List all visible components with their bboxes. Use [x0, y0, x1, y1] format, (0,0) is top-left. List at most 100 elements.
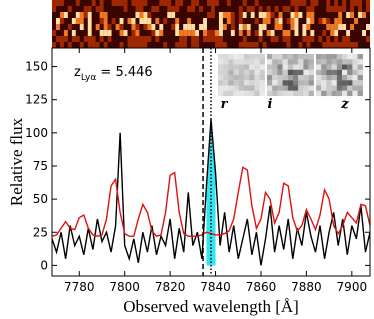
strip-pixel: [119, 12, 124, 18]
strip-pixel: [55, 42, 60, 48]
strip-pixel: [218, 30, 223, 36]
strip-pixel: [127, 18, 132, 24]
stamp-pixel: [267, 75, 273, 81]
strip-pixel: [326, 18, 331, 24]
strip-pixel: [250, 36, 255, 42]
stamp-pixel: [303, 59, 309, 65]
strip-pixel: [266, 6, 271, 12]
strip-pixel: [143, 30, 148, 36]
strip-pixel: [155, 6, 160, 12]
stamp-pixel: [223, 80, 229, 86]
strip-pixel: [338, 18, 343, 24]
strip-pixel: [314, 0, 319, 6]
strip-pixel: [131, 6, 136, 12]
strip-pixel: [211, 24, 215, 30]
stamp-pixel: [267, 64, 273, 70]
strip-pixel: [222, 30, 227, 36]
strip-pixel: [135, 36, 140, 42]
strip-pixel: [250, 6, 255, 12]
strip-pixel: [119, 42, 124, 48]
strip-pixel: [306, 42, 311, 48]
strip-pixel: [83, 42, 88, 48]
stamp-pixel: [238, 59, 245, 65]
strip-pixel: [159, 12, 164, 18]
strip-pixel: [282, 30, 287, 36]
stamp-pixel: [347, 64, 353, 70]
strip-pixel: [87, 18, 92, 24]
stamp-pixel: [357, 85, 363, 91]
strip-pixel: [254, 18, 259, 24]
stamp-pixel: [259, 85, 265, 91]
strip-pixel: [75, 6, 80, 12]
strip-pixel: [179, 24, 184, 30]
stamp-pixel: [303, 69, 309, 76]
strip-pixel: [322, 0, 327, 6]
strip-pixel: [266, 42, 271, 48]
strip-pixel: [226, 24, 231, 30]
strip-pixel: [294, 12, 299, 18]
strip-pixel: [302, 12, 307, 18]
strip-pixel: [195, 18, 200, 24]
stamp-pixel: [259, 75, 265, 81]
strip-pixel: [230, 30, 235, 36]
x-tick-label: 7820: [155, 280, 186, 294]
stamp-pixel: [244, 75, 250, 81]
strip-pixel: [294, 6, 299, 12]
stamp-pixel: [249, 90, 255, 97]
strip-pixel: [326, 24, 331, 30]
strip-pixel: [230, 18, 235, 24]
strip-pixel: [306, 12, 311, 18]
strip-pixel: [91, 24, 96, 30]
strip-pixel: [254, 36, 259, 42]
stamp-label: i: [268, 97, 273, 112]
stamp-pixel: [331, 75, 337, 81]
stamp-pixel: [342, 80, 348, 86]
strip-pixel: [115, 24, 120, 30]
strip-pixel: [115, 36, 120, 42]
stamp-pixel: [303, 54, 309, 60]
strip-pixel: [318, 12, 323, 18]
strip-pixel: [246, 24, 251, 30]
strip-pixel: [302, 6, 307, 12]
strip-pixel: [127, 0, 132, 6]
strip-pixel: [207, 36, 212, 42]
strip-pixel: [95, 30, 100, 36]
strip-pixel: [258, 36, 263, 42]
strip-pixel: [354, 18, 359, 24]
strip-pixel: [330, 42, 335, 48]
strip-pixel: [230, 12, 235, 18]
strip-pixel: [99, 36, 104, 42]
stamp-pixel: [254, 64, 260, 70]
strip-pixel: [115, 42, 120, 48]
strip-pixel: [322, 6, 327, 12]
stamp-pixel: [267, 69, 273, 76]
strip-pixel: [187, 6, 192, 12]
strip-pixel: [171, 12, 176, 18]
x-tick-label: 7860: [246, 280, 277, 294]
strip-pixel: [342, 42, 347, 48]
stamp-pixel: [336, 69, 343, 76]
strip-pixel: [262, 0, 267, 6]
strip-pixel: [342, 36, 347, 42]
strip-pixel: [338, 0, 343, 6]
stamp-pixel: [228, 64, 234, 70]
strip-pixel: [254, 6, 259, 12]
stamp-pixel: [347, 90, 353, 97]
strip-pixel: [262, 36, 267, 42]
strip-pixel: [254, 12, 259, 18]
strip-pixel: [107, 42, 112, 48]
stamp-pixel: [249, 59, 255, 65]
stamp-pixel: [308, 59, 314, 65]
stamp-pixel: [331, 80, 337, 86]
strip-pixel: [338, 42, 343, 48]
stamp-pixel: [298, 80, 304, 86]
stamp-pixel: [308, 75, 314, 81]
strip-pixel: [358, 36, 363, 42]
strip-pixel: [71, 42, 76, 48]
stamp-pixel: [267, 80, 273, 86]
strip-pixel: [67, 6, 72, 12]
strip-pixel: [354, 0, 359, 6]
stamp-pixel: [254, 59, 260, 65]
strip-pixel: [358, 42, 363, 48]
strip-pixel: [342, 30, 347, 36]
